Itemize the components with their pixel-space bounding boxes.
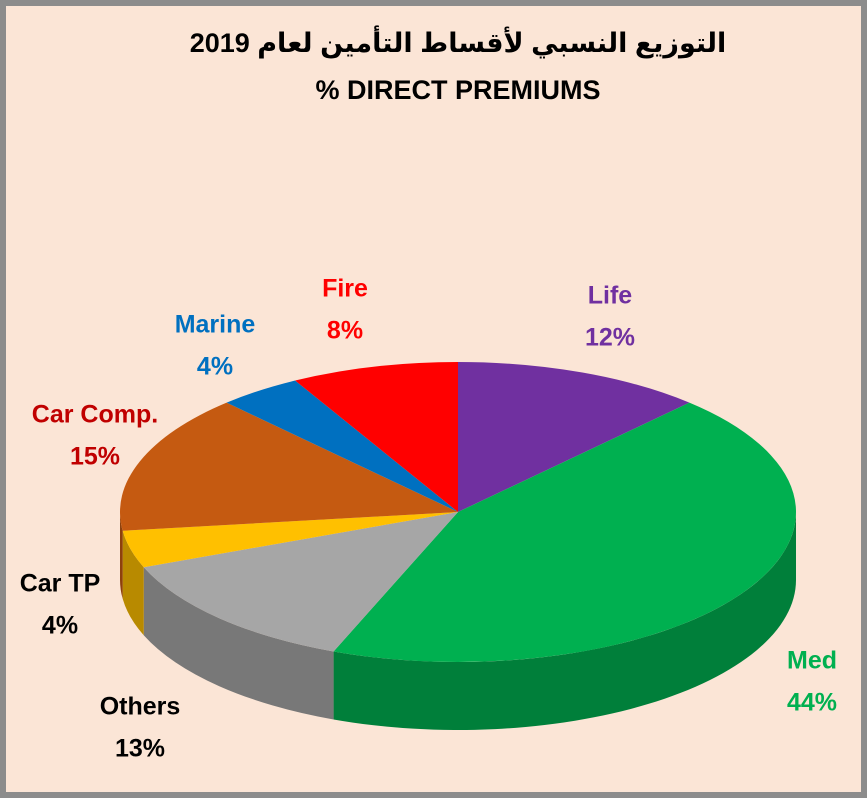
slice xyxy=(143,512,459,652)
chart-title: التوزيع النسبي لأقساط التأمين لعام 2019 xyxy=(190,25,727,59)
chart-subtitle: % DIRECT PREMIUMS xyxy=(315,75,600,105)
slice-label: Fire xyxy=(322,275,368,303)
labels: Life 12% Med 44% Others 13% Car TP 4% Car Comp. 1… xyxy=(20,275,837,763)
slice xyxy=(458,362,690,512)
slice xyxy=(295,362,458,512)
slice-label: Others xyxy=(100,693,181,721)
value-label: 4% xyxy=(197,353,233,381)
value-label: 4% xyxy=(42,612,78,640)
slice xyxy=(119,402,458,531)
value-label: 8% xyxy=(327,317,363,345)
slice-label: Car Comp. xyxy=(32,401,158,429)
value-label: 13% xyxy=(115,735,165,763)
value-label: 44% xyxy=(787,689,837,717)
slice-side xyxy=(122,530,144,636)
pie xyxy=(119,362,796,730)
slice xyxy=(333,402,796,662)
value-label: 12% xyxy=(585,324,635,352)
slice-label: Med xyxy=(787,647,837,675)
slice-label: Life xyxy=(588,282,633,310)
slice-side xyxy=(120,512,123,599)
slice-label: Marine xyxy=(175,311,256,339)
slice-side xyxy=(143,567,334,720)
slice-side xyxy=(333,512,796,730)
slice-label: Car TP xyxy=(20,570,101,598)
slice xyxy=(122,512,459,568)
slice xyxy=(226,380,458,512)
value-label: 15% xyxy=(70,443,120,471)
